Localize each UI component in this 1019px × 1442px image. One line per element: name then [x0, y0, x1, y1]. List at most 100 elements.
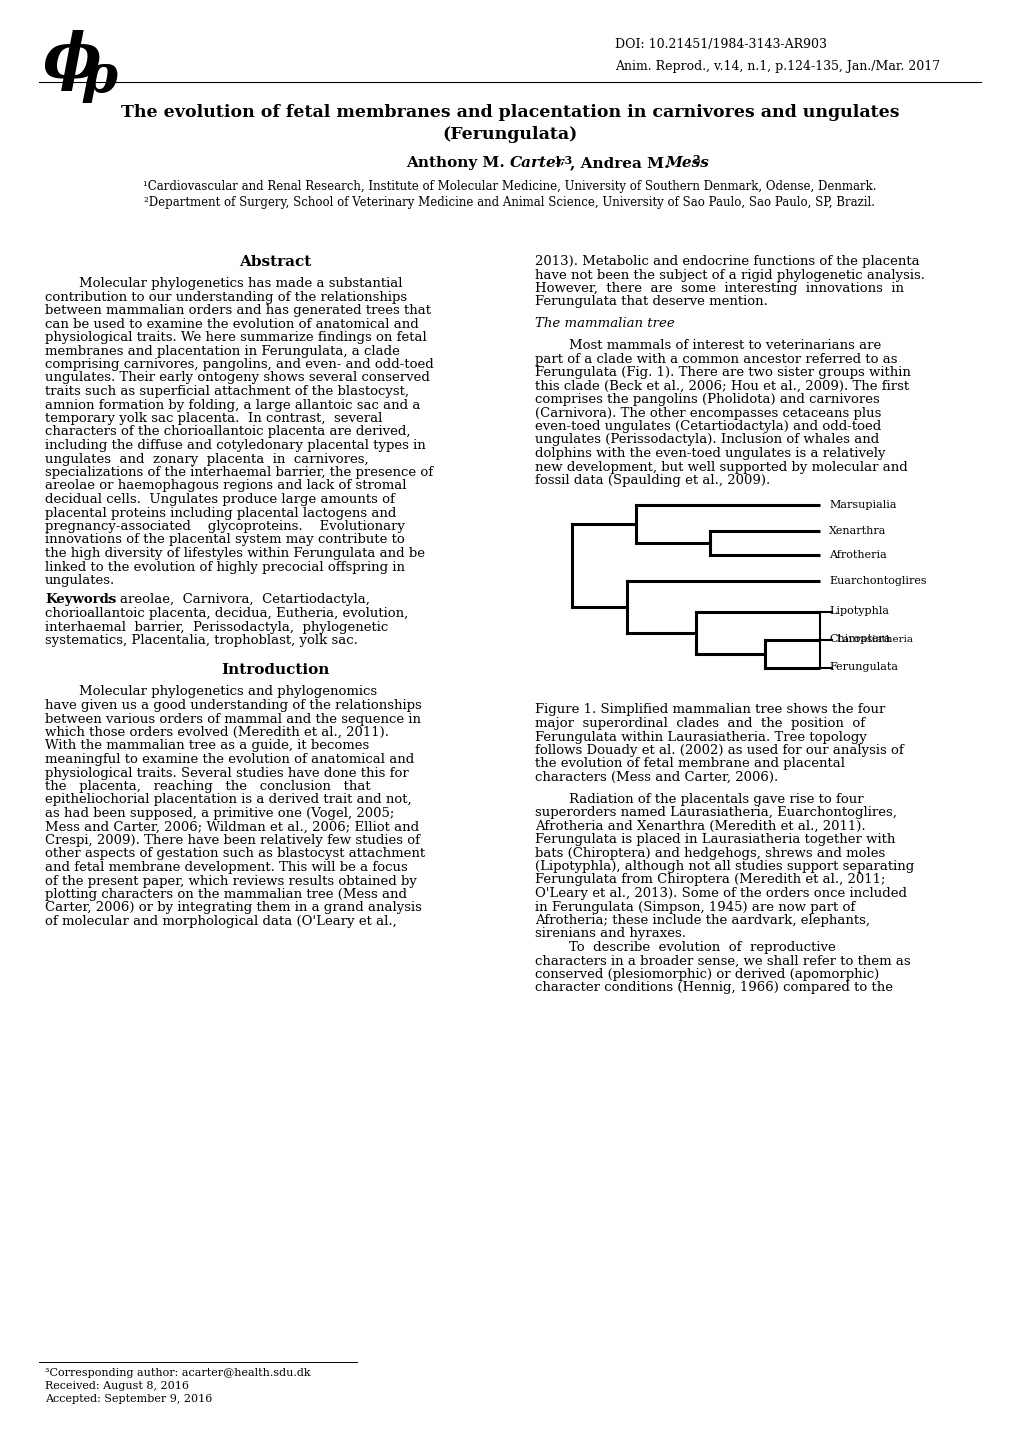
Text: between various orders of mammal and the sequence in: between various orders of mammal and the…: [45, 712, 421, 725]
Text: Most mammals of interest to veterinarians are: Most mammals of interest to veterinarian…: [535, 339, 880, 352]
Text: epitheliochorial placentation is a derived trait and not,: epitheliochorial placentation is a deriv…: [45, 793, 412, 806]
Text: 1,3: 1,3: [553, 154, 573, 164]
Text: conserved (plesiomorphic) or derived (apomorphic): conserved (plesiomorphic) or derived (ap…: [535, 968, 878, 981]
Text: (Lipotyphla), although not all studies support separating: (Lipotyphla), although not all studies s…: [535, 859, 913, 872]
Text: ungulates. Their early ontogeny shows several conserved: ungulates. Their early ontogeny shows se…: [45, 372, 429, 385]
Text: Abstract: Abstract: [238, 255, 311, 270]
Text: and fetal membrane development. This will be a focus: and fetal membrane development. This wil…: [45, 861, 408, 874]
Text: , Andrea M.: , Andrea M.: [570, 156, 674, 170]
Text: Keywords: Keywords: [45, 594, 116, 607]
Text: in Ferungulata (Simpson, 1945) are now part of: in Ferungulata (Simpson, 1945) are now p…: [535, 900, 854, 913]
Text: ρ: ρ: [82, 52, 117, 102]
Text: placental proteins including placental lactogens and: placental proteins including placental l…: [45, 506, 396, 519]
Text: Mess: Mess: [664, 156, 708, 170]
Text: pregnancy-associated    glycoproteins.    Evolutionary: pregnancy-associated glycoproteins. Evol…: [45, 521, 405, 534]
Text: the high diversity of lifestyles within Ferungulata and be: the high diversity of lifestyles within …: [45, 547, 425, 559]
Text: new development, but well supported by molecular and: new development, but well supported by m…: [535, 460, 907, 473]
Text: Figure 1. Simplified mammalian tree shows the four: Figure 1. Simplified mammalian tree show…: [535, 704, 884, 717]
Text: major  superordinal  clades  and  the  position  of: major superordinal clades and the positi…: [535, 717, 864, 730]
Text: between mammalian orders and has generated trees that: between mammalian orders and has generat…: [45, 304, 431, 317]
Text: physiological traits. We here summarize findings on fetal: physiological traits. We here summarize …: [45, 332, 426, 345]
Text: Carter, 2006) or by integrating them in a grand analysis: Carter, 2006) or by integrating them in …: [45, 901, 422, 914]
Text: Ferungulata (Fig. 1). There are two sister groups within: Ferungulata (Fig. 1). There are two sist…: [535, 366, 910, 379]
Text: traits such as superficial attachment of the blastocyst,: traits such as superficial attachment of…: [45, 385, 409, 398]
Text: follows Douady et al. (2002) as used for our analysis of: follows Douady et al. (2002) as used for…: [535, 744, 903, 757]
Text: decidual cells.  Ungulates produce large amounts of: decidual cells. Ungulates produce large …: [45, 493, 394, 506]
Text: The evolution of fetal membranes and placentation in carnivores and ungulates: The evolution of fetal membranes and pla…: [120, 104, 899, 121]
Text: have given us a good understanding of the relationships: have given us a good understanding of th…: [45, 699, 421, 712]
Text: Molecular phylogenetics has made a substantial: Molecular phylogenetics has made a subst…: [45, 277, 403, 290]
Text: Radiation of the placentals gave rise to four: Radiation of the placentals gave rise to…: [535, 793, 863, 806]
Text: the evolution of fetal membrane and placental: the evolution of fetal membrane and plac…: [535, 757, 844, 770]
Text: With the mammalian tree as a guide, it becomes: With the mammalian tree as a guide, it b…: [45, 740, 369, 753]
Text: ¹Cardiovascular and Renal Research, Institute of Molecular Medicine, University : ¹Cardiovascular and Renal Research, Inst…: [143, 180, 876, 193]
Text: Anthony M.: Anthony M.: [406, 156, 510, 170]
Text: temporary yolk sac placenta.  In contrast,  several: temporary yolk sac placenta. In contrast…: [45, 412, 382, 425]
Text: comprising carnivores, pangolins, and even- and odd-toed: comprising carnivores, pangolins, and ev…: [45, 358, 433, 371]
Text: Ferungulata is placed in Laurasiatheria together with: Ferungulata is placed in Laurasiatheria …: [535, 833, 895, 846]
Text: plotting characters on the mammalian tree (Mess and: plotting characters on the mammalian tre…: [45, 888, 407, 901]
Text: membranes and placentation in Ferungulata, a clade: membranes and placentation in Ferungulat…: [45, 345, 399, 358]
Text: However,  there  are  some  interesting  innovations  in: However, there are some interesting inno…: [535, 283, 903, 296]
Text: ϕ: ϕ: [42, 30, 101, 91]
Text: chorioallantoic placenta, decidua, Eutheria, evolution,: chorioallantoic placenta, decidua, Euthe…: [45, 607, 408, 620]
Text: Ferungulata within Laurasiatheria. Tree topology: Ferungulata within Laurasiatheria. Tree …: [535, 731, 866, 744]
Text: can be used to examine the evolution of anatomical and: can be used to examine the evolution of …: [45, 317, 419, 330]
Text: Marsupialia: Marsupialia: [828, 500, 896, 510]
Text: superorders named Laurasiatheria, Euarchontoglires,: superorders named Laurasiatheria, Euarch…: [535, 806, 896, 819]
Text: Accepted: September 9, 2016: Accepted: September 9, 2016: [45, 1394, 212, 1405]
Text: comprises the pangolins (Pholidota) and carnivores: comprises the pangolins (Pholidota) and …: [535, 394, 878, 407]
Text: Introduction: Introduction: [220, 663, 329, 678]
Text: ungulates  and  zonary  placenta  in  carnivores,: ungulates and zonary placenta in carnivo…: [45, 453, 368, 466]
Text: fossil data (Spaulding et al., 2009).: fossil data (Spaulding et al., 2009).: [535, 474, 769, 487]
Text: Ferungulata from Chiroptera (Meredith et al., 2011;: Ferungulata from Chiroptera (Meredith et…: [535, 874, 884, 887]
Text: 2: 2: [691, 154, 699, 164]
Text: ³Corresponding author: acarter@health.sdu.dk: ³Corresponding author: acarter@health.sd…: [45, 1368, 311, 1379]
Text: including the diffuse and cotyledonary placental types in: including the diffuse and cotyledonary p…: [45, 438, 425, 451]
Text: Euarchontoglires: Euarchontoglires: [828, 577, 926, 587]
Text: To  describe  evolution  of  reproductive: To describe evolution of reproductive: [535, 942, 835, 955]
Text: even-toed ungulates (Cetartiodactyla) and odd-toed: even-toed ungulates (Cetartiodactyla) an…: [535, 420, 880, 433]
Text: characters (Mess and Carter, 2006).: characters (Mess and Carter, 2006).: [535, 771, 777, 784]
Text: Anim. Reprod., v.14, n.1, p.124-135, Jan./Mar. 2017: Anim. Reprod., v.14, n.1, p.124-135, Jan…: [614, 61, 940, 74]
Text: :  areolae,  Carnivora,  Cetartiodactyla,: : areolae, Carnivora, Cetartiodactyla,: [107, 594, 370, 607]
Text: Laurasiatheria: Laurasiatheria: [836, 634, 912, 645]
Text: dolphins with the even-toed ungulates is a relatively: dolphins with the even-toed ungulates is…: [535, 447, 884, 460]
Text: Xenarthra: Xenarthra: [828, 526, 886, 536]
Text: characters in a broader sense, we shall refer to them as: characters in a broader sense, we shall …: [535, 955, 910, 968]
Text: Crespi, 2009). There have been relatively few studies of: Crespi, 2009). There have been relativel…: [45, 833, 420, 846]
Text: Carter: Carter: [510, 156, 565, 170]
Text: of molecular and morphological data (O'Leary et al.,: of molecular and morphological data (O'L…: [45, 916, 396, 929]
Text: meaningful to examine the evolution of anatomical and: meaningful to examine the evolution of a…: [45, 753, 414, 766]
Text: innovations of the placental system may contribute to: innovations of the placental system may …: [45, 534, 405, 547]
Text: O'Leary et al., 2013). Some of the orders once included: O'Leary et al., 2013). Some of the order…: [535, 887, 906, 900]
Text: Afrotheria: Afrotheria: [828, 551, 887, 561]
Text: contribution to our understanding of the relationships: contribution to our understanding of the…: [45, 290, 407, 303]
Text: this clade (Beck et al., 2006; Hou et al., 2009). The first: this clade (Beck et al., 2006; Hou et al…: [535, 379, 908, 392]
Text: other aspects of gestation such as blastocyst attachment: other aspects of gestation such as blast…: [45, 848, 425, 861]
Text: linked to the evolution of highly precocial offspring in: linked to the evolution of highly precoc…: [45, 561, 405, 574]
Text: interhaemal  barrier,  Perissodactyla,  phylogenetic: interhaemal barrier, Perissodactyla, phy…: [45, 620, 388, 633]
Text: amnion formation by folding, a large allantoic sac and a: amnion formation by folding, a large all…: [45, 398, 420, 411]
Text: The mammalian tree: The mammalian tree: [535, 317, 675, 330]
Text: characters of the chorioallantoic placenta are derived,: characters of the chorioallantoic placen…: [45, 425, 410, 438]
Text: the   placenta,   reaching   the   conclusion   that: the placenta, reaching the conclusion th…: [45, 780, 370, 793]
Text: which those orders evolved (Meredith et al., 2011).: which those orders evolved (Meredith et …: [45, 725, 388, 738]
Text: (Carnivora). The other encompasses cetaceans plus: (Carnivora). The other encompasses cetac…: [535, 407, 880, 420]
Text: Chiroptera: Chiroptera: [828, 634, 890, 645]
Text: have not been the subject of a rigid phylogenetic analysis.: have not been the subject of a rigid phy…: [535, 268, 924, 281]
Text: ²Department of Surgery, School of Veterinary Medicine and Animal Science, Univer: ²Department of Surgery, School of Veteri…: [145, 196, 874, 209]
Text: DOI: 10.21451/1984-3143-AR903: DOI: 10.21451/1984-3143-AR903: [614, 37, 826, 50]
Text: Afrotheria and Xenarthra (Meredith et al., 2011).: Afrotheria and Xenarthra (Meredith et al…: [535, 819, 865, 832]
Text: sirenians and hyraxes.: sirenians and hyraxes.: [535, 927, 686, 940]
Text: (Ferungulata): (Ferungulata): [442, 125, 577, 143]
Text: Ferungulata: Ferungulata: [828, 662, 898, 672]
Text: of the present paper, which reviews results obtained by: of the present paper, which reviews resu…: [45, 874, 417, 887]
Text: ungulates (Perissodactyla). Inclusion of whales and: ungulates (Perissodactyla). Inclusion of…: [535, 434, 878, 447]
Text: Afrotheria; these include the aardvark, elephants,: Afrotheria; these include the aardvark, …: [535, 914, 869, 927]
Text: 2013). Metabolic and endocrine functions of the placenta: 2013). Metabolic and endocrine functions…: [535, 255, 919, 268]
Text: character conditions (Hennig, 1966) compared to the: character conditions (Hennig, 1966) comp…: [535, 982, 892, 995]
Text: Received: August 8, 2016: Received: August 8, 2016: [45, 1381, 189, 1392]
Text: areolae or haemophagous regions and lack of stromal: areolae or haemophagous regions and lack…: [45, 480, 407, 493]
Text: part of a clade with a common ancestor referred to as: part of a clade with a common ancestor r…: [535, 352, 897, 365]
